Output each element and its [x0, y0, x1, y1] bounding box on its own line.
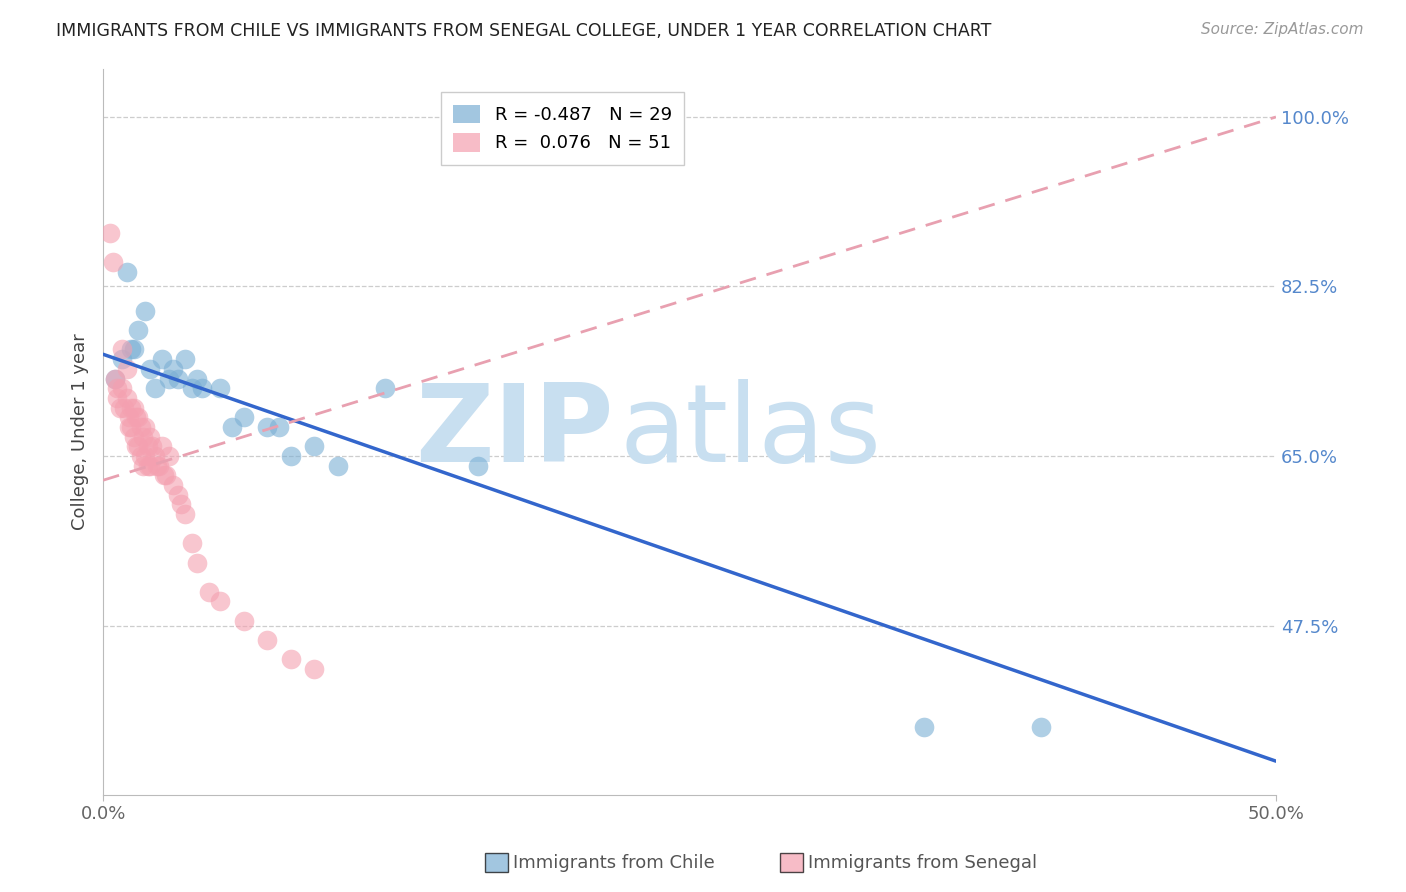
Point [111, 381, 134, 395]
Point [157, 371, 180, 385]
Point [143, 381, 166, 395]
Point [122, 401, 145, 415]
Point [150, 352, 173, 367]
Legend: R = -0.487   N = 29, R =  0.076   N = 51: R = -0.487 N = 29, R = 0.076 N = 51 [440, 92, 685, 165]
Point [209, 381, 232, 395]
Point [127, 323, 149, 337]
Point [120, 401, 142, 415]
Point [232, 410, 254, 425]
Point [129, 449, 152, 463]
Point [267, 420, 290, 434]
Point [232, 614, 254, 628]
Point [115, 265, 138, 279]
Point [122, 430, 145, 444]
Point [181, 536, 204, 550]
Point [122, 343, 145, 357]
Point [153, 468, 176, 483]
Point [143, 449, 166, 463]
Text: Source: ZipAtlas.com: Source: ZipAtlas.com [1201, 22, 1364, 37]
Point [256, 420, 278, 434]
Point [125, 439, 148, 453]
Point [302, 662, 325, 676]
Point [326, 458, 349, 473]
Point [111, 352, 134, 367]
Point [162, 478, 184, 492]
Point [280, 652, 302, 666]
Point [98, 226, 121, 240]
Point [1031, 720, 1053, 734]
Point [127, 410, 149, 425]
Point [256, 633, 278, 648]
Text: ZIP: ZIP [415, 379, 613, 484]
Point [148, 458, 170, 473]
Y-axis label: College, Under 1 year: College, Under 1 year [72, 334, 89, 530]
Point [280, 449, 302, 463]
Point [467, 458, 489, 473]
Point [129, 420, 152, 434]
Point [181, 381, 204, 395]
Point [134, 420, 156, 434]
Text: Immigrants from Senegal: Immigrants from Senegal [808, 854, 1038, 871]
Text: IMMIGRANTS FROM CHILE VS IMMIGRANTS FROM SENEGAL COLLEGE, UNDER 1 YEAR CORRELATI: IMMIGRANTS FROM CHILE VS IMMIGRANTS FROM… [56, 22, 991, 40]
Point [132, 458, 155, 473]
Point [186, 371, 208, 385]
Point [139, 430, 162, 444]
Text: Immigrants from Chile: Immigrants from Chile [513, 854, 714, 871]
Point [134, 303, 156, 318]
Point [127, 439, 149, 453]
Point [174, 507, 197, 521]
Point [155, 468, 177, 483]
Point [221, 420, 243, 434]
Point [209, 594, 232, 608]
Text: atlas: atlas [619, 379, 882, 484]
Point [101, 255, 124, 269]
Point [111, 343, 134, 357]
Point [118, 410, 141, 425]
Point [120, 343, 142, 357]
Point [136, 439, 159, 453]
Point [169, 498, 191, 512]
Point [105, 391, 128, 405]
Point [120, 420, 142, 434]
Point [139, 458, 162, 473]
Point [912, 720, 935, 734]
Point [105, 381, 128, 395]
Point [134, 449, 156, 463]
Point [132, 430, 155, 444]
Point [190, 381, 212, 395]
Point [104, 371, 127, 385]
Point [157, 449, 180, 463]
Point [186, 556, 208, 570]
Point [104, 371, 127, 385]
Point [150, 439, 173, 453]
Point [115, 361, 138, 376]
Point [374, 381, 396, 395]
Point [141, 439, 163, 453]
Point [167, 488, 190, 502]
Point [108, 401, 131, 415]
Point [115, 391, 138, 405]
Point [167, 371, 190, 385]
Point [197, 584, 219, 599]
Point [136, 458, 159, 473]
Point [162, 361, 184, 376]
Point [174, 352, 197, 367]
Point [302, 439, 325, 453]
Point [139, 361, 162, 376]
Point [118, 420, 141, 434]
Point [125, 410, 148, 425]
Point [112, 401, 135, 415]
Point [146, 458, 169, 473]
